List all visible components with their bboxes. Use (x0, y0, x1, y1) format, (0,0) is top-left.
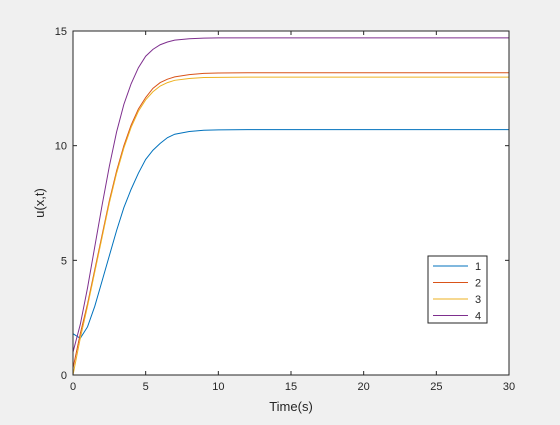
y-tick-label: 15 (55, 26, 67, 38)
x-tick-label: 25 (430, 381, 442, 393)
x-tick-label: 0 (70, 381, 76, 393)
legend-label-1: 1 (475, 261, 481, 273)
y-tick-label: 10 (55, 141, 67, 153)
y-axis-label: u(x,t) (32, 188, 47, 218)
legend-label-3: 3 (475, 294, 481, 306)
x-tick-label: 30 (503, 381, 515, 393)
series-line-4 (72, 37, 509, 353)
x-tick-label: 5 (143, 381, 149, 393)
series-line-1 (72, 129, 509, 339)
x-axis-label: Time(s) (269, 399, 313, 414)
y-tick-label: 5 (61, 255, 67, 267)
y-tick-label: 0 (61, 370, 67, 382)
series-line-3 (72, 76, 509, 376)
x-axis: 0 5 10 15 20 25 30 (70, 31, 515, 393)
y-axis: 0 5 10 15 (55, 26, 509, 382)
legend-label-2: 2 (475, 278, 481, 290)
legend-box (427, 255, 488, 324)
legend-entries: 1 2 3 4 (433, 261, 481, 323)
x-tick-label: 20 (358, 381, 370, 393)
x-tick-label: 15 (285, 381, 297, 393)
legend-label-4: 4 (475, 311, 481, 323)
series-layer (72, 37, 509, 376)
x-tick-label: 10 (212, 381, 224, 393)
legend[interactable]: 1 2 3 4 (427, 255, 488, 324)
